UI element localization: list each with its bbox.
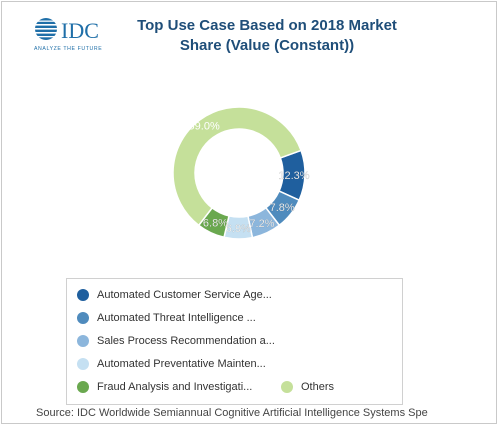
chart-title-line-2: Share (Value (Constant))	[179, 37, 355, 54]
legend-item[interactable]: Fraud Analysis and Investigati...	[77, 381, 252, 393]
idc-logo: IDC ANALYZE THE FUTURE	[34, 18, 102, 52]
legend-item[interactable]: Automated Threat Intelligence ...	[77, 312, 256, 324]
legend-swatch	[77, 312, 89, 324]
legend-swatch	[77, 358, 89, 370]
legend-item[interactable]: Automated Preventative Mainten...	[77, 358, 266, 370]
legend-item[interactable]: Others	[281, 381, 334, 393]
globe-icon	[35, 18, 57, 40]
legend-label: Sales Process Recommendation a...	[97, 335, 275, 347]
legend-item[interactable]: Sales Process Recommendation a...	[77, 335, 275, 347]
slice-data-label: 12.3%	[278, 170, 309, 182]
slice-data-label: 59.0%	[189, 120, 220, 132]
legend-label: Fraud Analysis and Investigati...	[97, 381, 253, 393]
legend-item[interactable]: Automated Customer Service Age...	[77, 289, 272, 301]
slice-data-label: 6.9%	[226, 223, 251, 235]
legend-label: Automated Threat Intelligence ...	[97, 312, 256, 324]
legend-swatch	[77, 381, 89, 393]
legend-swatch	[77, 335, 89, 347]
chart-title-line-1: Top Use Case Based on 2018 Market	[137, 17, 397, 34]
legend-swatch	[281, 381, 293, 393]
slice-data-label: 7.2%	[249, 218, 274, 230]
legend-label: Others	[301, 381, 335, 393]
donut-chart: 12.3% 7.8% 7.2%6.9%6.8% 59.0%	[172, 106, 310, 240]
legend-label: Automated Customer Service Age...	[97, 289, 272, 301]
slice-data-label: 6.8%	[203, 218, 228, 230]
legend-swatch	[77, 289, 89, 301]
legend-label: Automated Preventative Mainten...	[97, 358, 266, 370]
chart-legend: Automated Customer Service Age... Automat…	[66, 278, 403, 405]
idc-logo-text: IDC	[61, 18, 99, 43]
idc-logo-tagline: ANALYZE THE FUTURE	[34, 46, 102, 52]
slice-data-label: 7.8%	[270, 202, 295, 214]
chart-title: Top Use Case Based on 2018 Market Share …	[132, 16, 402, 56]
donut-slice[interactable]	[172, 106, 302, 227]
source-note: Source: IDC Worldwide Semiannual Cogniti…	[36, 407, 428, 419]
